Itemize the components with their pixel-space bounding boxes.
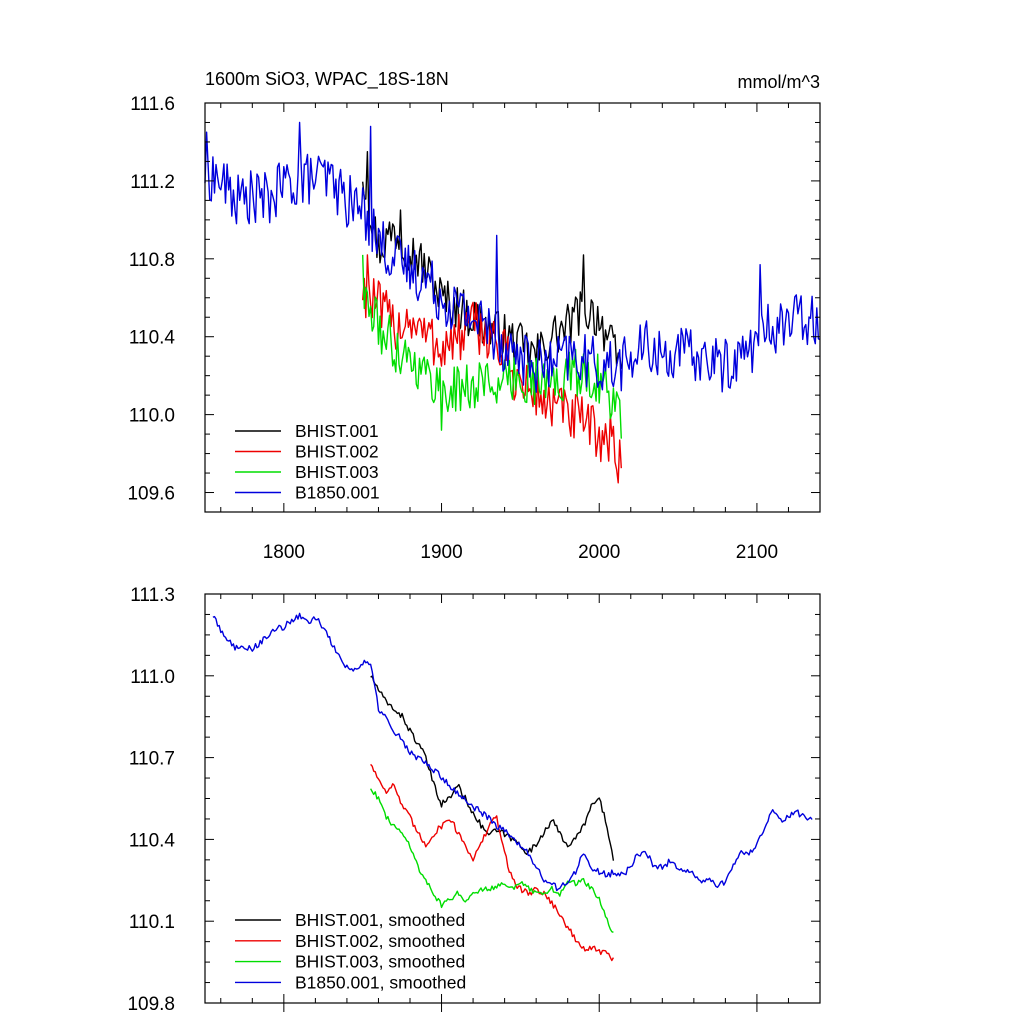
y-tick-label: 111.6 xyxy=(130,94,175,115)
units-label: mmol/m^3 xyxy=(738,72,820,92)
legend-label: B1850.001 xyxy=(295,483,380,503)
y-tick-label: 110.4 xyxy=(129,328,176,349)
legend-label: B1850.001, smoothed xyxy=(295,972,466,992)
legend-label: BHIST.001 xyxy=(295,421,379,441)
y-tick-label: 109.8 xyxy=(127,994,175,1015)
legend-label: BHIST.003, smoothed xyxy=(295,952,465,972)
series-line-bhist-003 xyxy=(362,254,622,439)
y-tick-label: 109.6 xyxy=(127,484,175,505)
bottom-panel: 109.8 110.1 110.4 110.7 111.0 111.3 BHIST.001,… xyxy=(127,585,821,1015)
legend-label: BHIST.002, smoothed xyxy=(295,931,465,951)
series-line-bhist-003-smoothed xyxy=(369,788,614,933)
x-tick-label: 1900 xyxy=(420,542,462,563)
y-tick-label: 110.1 xyxy=(129,912,175,933)
series-line-b1850-001-smoothed xyxy=(212,612,813,892)
y-tick-label: 110.0 xyxy=(129,406,175,427)
series-line-bhist-001-smoothed xyxy=(370,675,615,861)
y-tick-label: 111.3 xyxy=(130,585,175,606)
top-panel: 1600m SiO3, WPAC_18S-18N mmol/m^3 1800 19… xyxy=(127,69,821,563)
y-tick-label: 110.8 xyxy=(129,250,175,271)
x-tick-label: 2000 xyxy=(578,542,620,563)
series-line-b1850-001 xyxy=(204,121,821,393)
y-tick-label: 111.2 xyxy=(130,172,175,193)
legend-label: BHIST.002 xyxy=(295,442,379,462)
y-tick-label: 111.0 xyxy=(130,667,175,688)
plot-frame xyxy=(204,102,821,513)
x-tick-label: 2100 xyxy=(736,542,778,563)
legend-label: BHIST.003 xyxy=(295,462,379,482)
y-tick-label: 110.7 xyxy=(129,749,175,770)
legend-label: BHIST.001, smoothed xyxy=(295,910,465,930)
chart-title: 1600m SiO3, WPAC_18S-18N xyxy=(205,69,449,90)
x-tick-label: 1800 xyxy=(263,542,305,563)
y-tick-label: 110.4 xyxy=(129,830,176,851)
